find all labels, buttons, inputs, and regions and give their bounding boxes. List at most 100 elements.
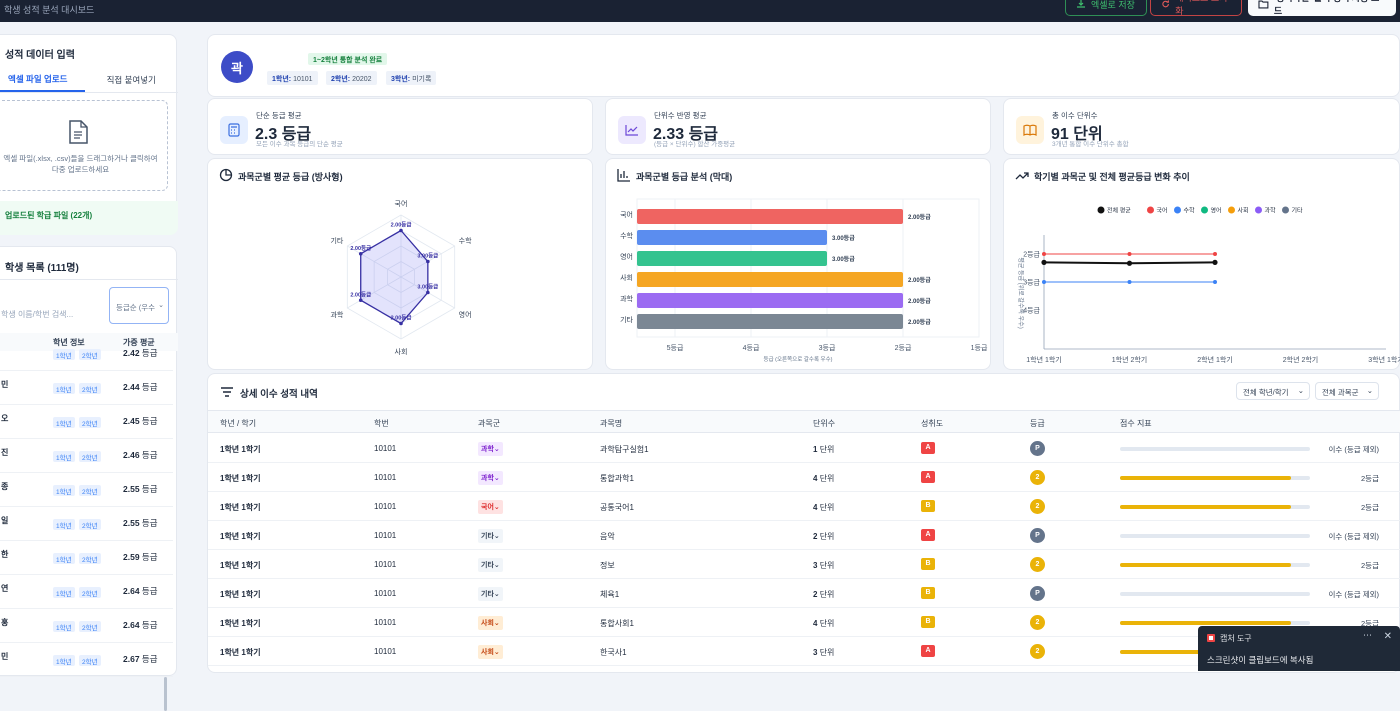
subject-group-badge[interactable]: 기타⌄ bbox=[478, 529, 503, 543]
capture-tool-toast[interactable]: 캡처 도구 ⋯ ✕ 스크린샷이 클립보드에 복사됨 bbox=[1198, 626, 1400, 671]
student-name: 한 bbox=[1, 550, 9, 559]
line-point[interactable] bbox=[1042, 252, 1046, 256]
legend-label[interactable]: 사회 bbox=[1238, 207, 1249, 215]
stat-weighted-average: 단위수 반영 평균 2.33 등급 (등급 × 단위수) 합산 가중평균 bbox=[605, 98, 991, 155]
student-list-item[interactable]: 연 1학년 2학년 2.64 등급 bbox=[0, 575, 173, 609]
input-tabs: 엑셀 파일 업로드 직접 붙여넣기 bbox=[0, 68, 178, 93]
student-list-item[interactable]: 홍 1학년 2학년 2.64 등급 bbox=[0, 609, 173, 643]
subject-filter-select[interactable]: 전체 과목군 ⌄ bbox=[1315, 382, 1379, 400]
term-filter-select[interactable]: 전체 학년/학기 ⌄ bbox=[1236, 382, 1310, 400]
year1-badge: 1학년: 10101 bbox=[267, 71, 318, 85]
bar-category-label: 사회 bbox=[620, 273, 633, 282]
subject-group-badge[interactable]: 국어⌄ bbox=[478, 500, 503, 514]
more-options-icon[interactable]: ⋯ bbox=[1363, 630, 1372, 640]
term-cell: 1학년 1학기 bbox=[220, 503, 261, 512]
score-bar-fill bbox=[1120, 621, 1291, 625]
line-point[interactable] bbox=[1213, 252, 1217, 256]
bar[interactable] bbox=[637, 230, 827, 245]
legend-label[interactable]: 기타 bbox=[1292, 207, 1304, 215]
col-grade: 등급 bbox=[1030, 419, 1045, 428]
subject-group-badge[interactable]: 과학⌄ bbox=[478, 442, 503, 456]
student-list-scrollbar[interactable] bbox=[164, 677, 167, 711]
bar[interactable] bbox=[637, 314, 903, 329]
term-filter-value: 전체 학년/학기 bbox=[1243, 388, 1289, 397]
score-bar bbox=[1120, 505, 1310, 509]
year2-tag: 2학년 bbox=[79, 621, 101, 632]
student-list-item[interactable]: 일 1학년 2학년 2.55 등급 bbox=[0, 507, 173, 541]
legend-label[interactable]: 과학 bbox=[1265, 207, 1277, 215]
snipping-tool-icon bbox=[1207, 634, 1215, 642]
student-list-item[interactable]: 1학년 2학년 2.42 등급 bbox=[0, 337, 173, 371]
tab-paste[interactable]: 직접 붙여넣기 bbox=[106, 75, 156, 85]
bar[interactable] bbox=[637, 272, 903, 287]
tab-excel-upload[interactable]: 엑셀 파일 업로드 bbox=[0, 68, 85, 92]
student-list-item[interactable]: 민 1학년 2학년 2.67 등급 bbox=[0, 643, 173, 677]
units-value: 3 bbox=[813, 561, 818, 570]
file-drop-zone[interactable]: 엑셀 파일(.xlsx, .csv)들을 드래그하거나 클릭하여 다중 업로드하… bbox=[0, 100, 168, 191]
reset-button[interactable]: 대시보드 초기화 bbox=[1150, 0, 1242, 16]
student-list-item[interactable]: 민 1학년 2학년 2.44 등급 bbox=[0, 371, 173, 405]
trending-up-icon bbox=[1015, 172, 1029, 180]
student-list-item[interactable]: 오 1학년 2학년 2.45 등급 bbox=[0, 405, 173, 439]
year1-tag: 1학년 bbox=[53, 587, 75, 598]
line-point[interactable] bbox=[1213, 280, 1217, 284]
subject-group-badge[interactable]: 기타⌄ bbox=[478, 558, 503, 572]
year2-badge: 2학년: 20202 bbox=[326, 71, 377, 85]
drop-text-line1: 엑셀 파일(.xlsx, .csv)들을 드래그하거나 클릭하여 bbox=[3, 154, 158, 163]
close-icon[interactable]: ✕ bbox=[1383, 631, 1392, 642]
excel-save-button[interactable]: 엑셀로 저장 bbox=[1065, 0, 1147, 16]
year3-badge: 3학년: 미기록 bbox=[386, 71, 437, 85]
weighted-average: 2.46 등급 bbox=[123, 449, 158, 461]
year2-tag: 2학년 bbox=[79, 349, 101, 360]
folder-icon bbox=[1258, 0, 1269, 9]
student-search-input[interactable]: 학생 이름/학번 검색... bbox=[1, 310, 74, 319]
calculator-icon bbox=[220, 116, 248, 144]
radar-point[interactable] bbox=[358, 298, 363, 303]
average-value: 2.55 bbox=[123, 518, 140, 528]
units-cell: 1 단위 bbox=[813, 444, 834, 455]
bar[interactable] bbox=[637, 293, 903, 308]
legend-label[interactable]: 국어 bbox=[1157, 207, 1168, 215]
radar-point[interactable] bbox=[399, 228, 403, 233]
bar[interactable] bbox=[637, 251, 827, 266]
subject-group-badge[interactable]: 과학⌄ bbox=[478, 471, 503, 485]
sort-select[interactable]: 등급순 (우수 ⌄ bbox=[109, 287, 169, 324]
bar-chart-title: 과목군별 등급 분석 (막대) bbox=[636, 172, 733, 182]
subject-group-badge[interactable]: 사회⌄ bbox=[478, 616, 503, 630]
x-tick-label: 1학년 2학기 bbox=[1112, 355, 1148, 364]
legend-label[interactable]: 수학 bbox=[1184, 207, 1196, 215]
units-cell: 3 단위 bbox=[813, 560, 834, 571]
grade-badge: 2 bbox=[1030, 557, 1045, 572]
radar-point[interactable] bbox=[426, 290, 430, 295]
line-point[interactable] bbox=[1042, 280, 1046, 284]
radar-point[interactable] bbox=[399, 321, 403, 326]
average-value: 2.45 bbox=[123, 416, 140, 426]
year2-tag: 2학년 bbox=[79, 587, 101, 598]
average-value: 2.59 bbox=[123, 552, 140, 562]
line-point[interactable] bbox=[1041, 259, 1047, 265]
subject-group-badge[interactable]: 기타⌄ bbox=[478, 587, 503, 601]
student-list-item[interactable]: 종 1학년 2학년 2.55 등급 bbox=[0, 473, 173, 507]
achievement-badge: B bbox=[921, 587, 935, 599]
weighted-average: 2.55 등급 bbox=[123, 517, 158, 529]
line-point[interactable] bbox=[1212, 259, 1218, 265]
subject-name-cell: 음악 bbox=[600, 532, 615, 541]
radar-point[interactable] bbox=[426, 259, 430, 264]
term-cell: 1학년 1학기 bbox=[220, 445, 261, 454]
chevron-down-icon: ⌄ bbox=[493, 562, 500, 569]
line-point[interactable] bbox=[1127, 280, 1132, 284]
student-list-item[interactable]: 한 1학년 2학년 2.59 등급 bbox=[0, 541, 173, 575]
line-point[interactable] bbox=[1127, 252, 1132, 256]
legend-label[interactable]: 전체 평균 bbox=[1107, 207, 1131, 215]
chevron-down-icon: ⌄ bbox=[493, 504, 500, 511]
radar-point[interactable] bbox=[358, 251, 363, 256]
uploaded-files-summary[interactable]: 업로드된 학급 파일 (22개) bbox=[0, 201, 178, 235]
legend-label[interactable]: 영어 bbox=[1211, 207, 1222, 215]
line-point[interactable] bbox=[1126, 260, 1133, 266]
term-cell: 1학년 1학기 bbox=[220, 648, 261, 657]
table-row: 1학년 1학기 10101 사회⌄ 통합사회1 4 단위 B 2 2등급 bbox=[208, 608, 1400, 637]
student-list-item[interactable]: 진 1학년 2학년 2.46 등급 bbox=[0, 439, 173, 473]
bar[interactable] bbox=[637, 209, 903, 224]
subject-group-badge[interactable]: 사회⌄ bbox=[478, 645, 503, 659]
auto-load-button[interactable]: '성적파일' 폴더 성적 자동 로드 bbox=[1248, 0, 1396, 16]
